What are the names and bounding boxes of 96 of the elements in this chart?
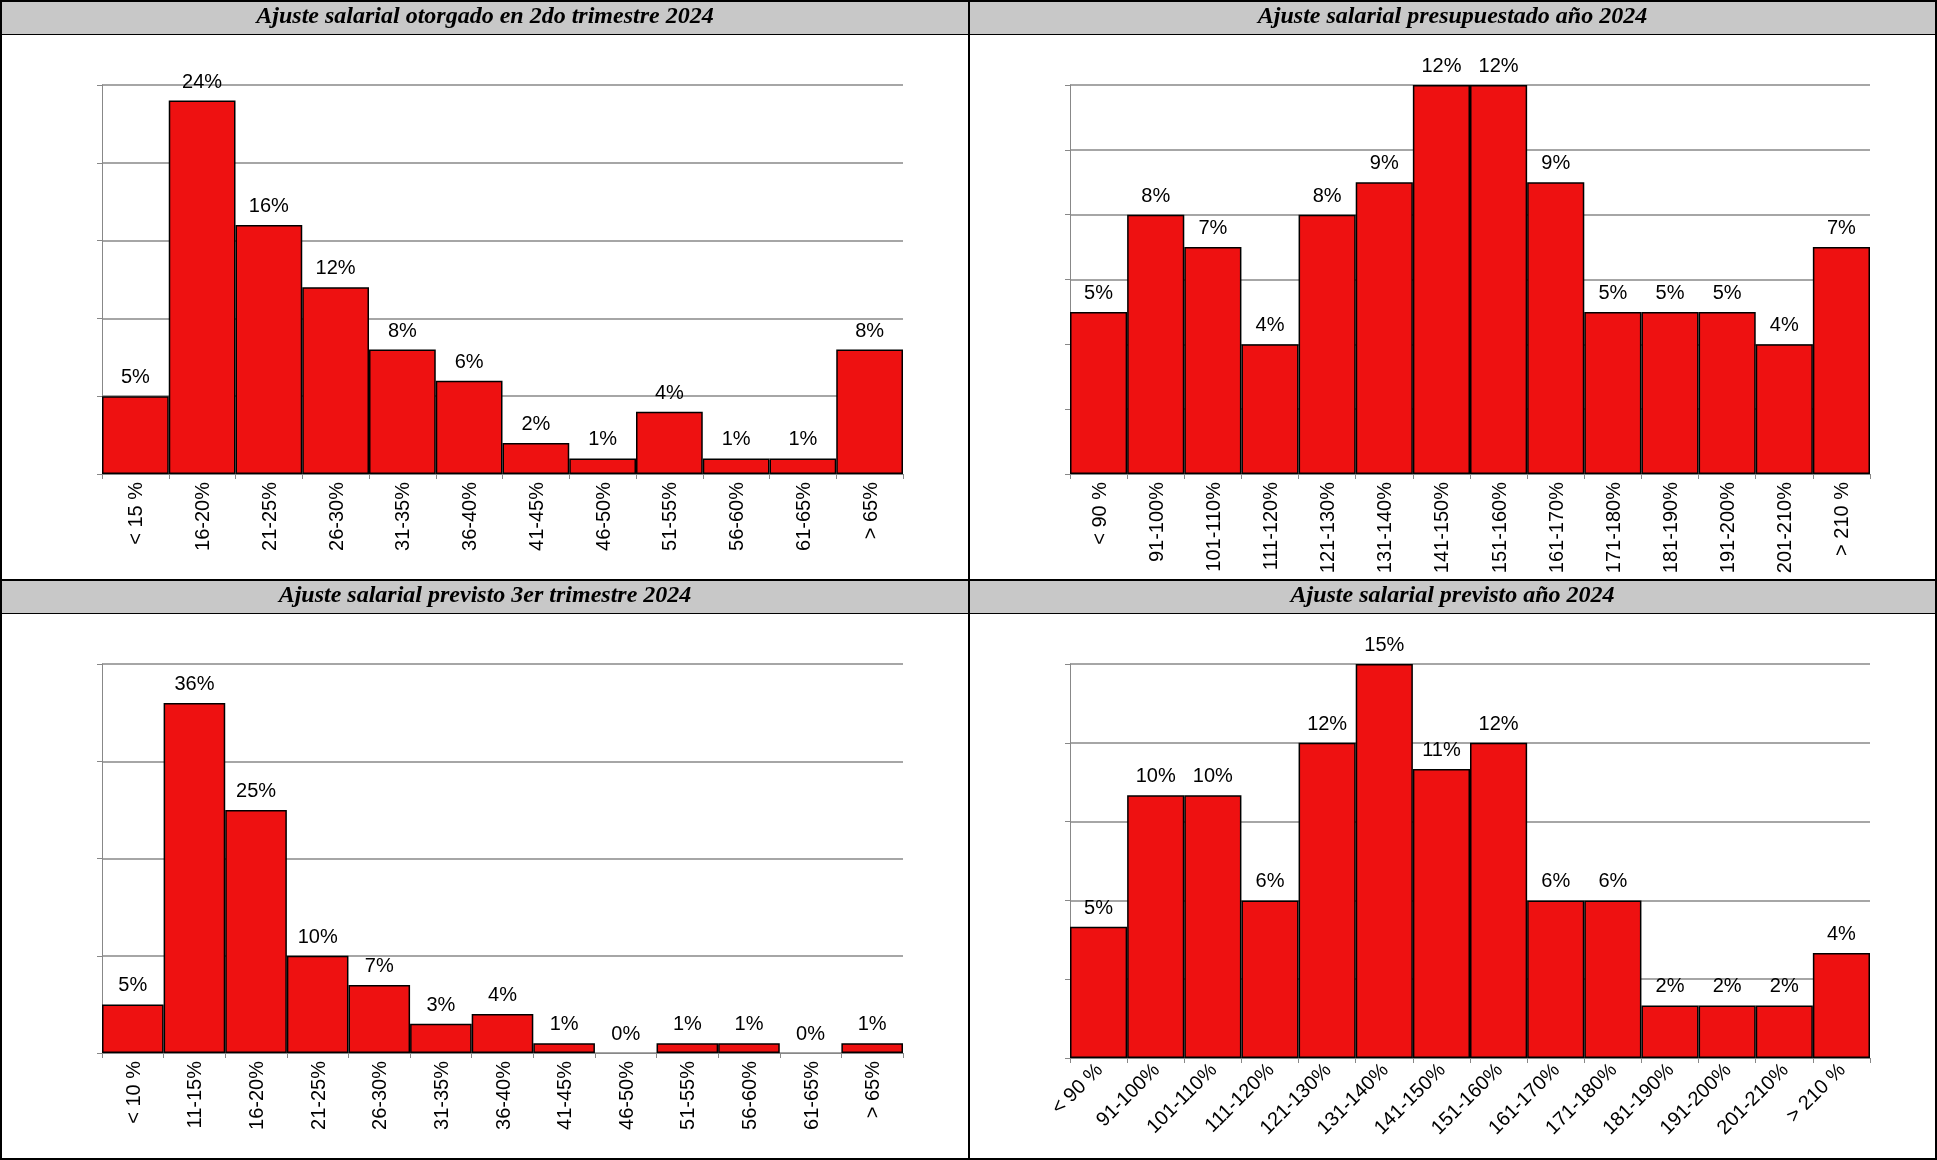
data-label: 5% bbox=[1598, 280, 1628, 303]
data-label: 5% bbox=[1712, 280, 1742, 303]
data-label: 7% bbox=[1826, 216, 1857, 239]
x-tick-label: < 10 % bbox=[121, 1060, 144, 1124]
data-label: 1% bbox=[788, 427, 818, 450]
chart-title: Ajuste salarial previsto año 2024 bbox=[970, 581, 1935, 614]
x-tick-label: 11-15% bbox=[183, 1060, 206, 1129]
data-label: 10% bbox=[1192, 764, 1234, 787]
data-label: 6% bbox=[1255, 869, 1285, 892]
x-tick-label: > 65% bbox=[861, 1060, 884, 1119]
data-label: 36% bbox=[174, 671, 215, 694]
data-label: 2% bbox=[521, 411, 551, 434]
data-label: 12% bbox=[1478, 711, 1519, 734]
data-label: 4% bbox=[488, 983, 518, 1006]
data-label: 1% bbox=[672, 1012, 703, 1035]
x-tick-label: 36-40% bbox=[491, 1060, 514, 1130]
data-label: 12% bbox=[1307, 711, 1348, 734]
x-tick-label: 36-40% bbox=[458, 481, 481, 551]
data-label: 5% bbox=[1084, 895, 1114, 918]
data-label: 10% bbox=[297, 924, 338, 947]
data-label: 2% bbox=[1655, 974, 1685, 997]
x-tick-label: 16-20% bbox=[245, 1060, 268, 1130]
data-label: 2% bbox=[1712, 974, 1742, 997]
x-tick-label: 26-30% bbox=[324, 481, 347, 551]
x-tick-label: 181-190% bbox=[1659, 481, 1681, 574]
x-tick-label: 161-170% bbox=[1544, 481, 1567, 574]
data-label: 2% bbox=[1769, 974, 1799, 997]
data-label: 8% bbox=[855, 318, 885, 341]
data-label: 1% bbox=[734, 1012, 764, 1035]
data-label: 5% bbox=[1084, 280, 1114, 303]
data-label: 1% bbox=[857, 1012, 887, 1035]
x-tick-label: 31-35% bbox=[391, 481, 414, 551]
data-label: 8% bbox=[387, 318, 418, 341]
data-label: 25% bbox=[236, 778, 277, 801]
data-label: 4% bbox=[1769, 313, 1799, 336]
data-label: 6% bbox=[454, 349, 484, 372]
x-tick-label: 56-60% bbox=[725, 481, 748, 551]
x-tick-label: 26-30% bbox=[368, 1060, 391, 1130]
x-tick-label: > 65% bbox=[858, 481, 881, 540]
data-label: 4% bbox=[1255, 313, 1285, 336]
data-label: 16% bbox=[248, 194, 290, 217]
x-tick-label: 101-110% bbox=[1201, 481, 1224, 572]
data-label: 12% bbox=[315, 256, 356, 279]
x-tick-label: 16-20% bbox=[191, 481, 214, 551]
x-tick-label: 51-55% bbox=[658, 481, 681, 551]
data-label: 5% bbox=[118, 973, 148, 996]
x-tick-label: 111-120% bbox=[1259, 481, 1281, 571]
data-label: 9% bbox=[1369, 151, 1399, 174]
x-tick-label: 41-45% bbox=[553, 1060, 576, 1130]
data-label: 1% bbox=[588, 427, 618, 450]
data-label: 24% bbox=[182, 69, 223, 92]
x-tick-label: 61-65% bbox=[791, 481, 814, 551]
x-tick-label: 46-50% bbox=[591, 481, 614, 551]
x-tick-label: < 15 % bbox=[124, 481, 147, 545]
x-tick-label: 21-25% bbox=[306, 1060, 329, 1130]
data-label: 15% bbox=[1364, 633, 1405, 655]
data-label: 7% bbox=[1198, 216, 1228, 239]
data-label: 1% bbox=[549, 1012, 579, 1035]
data-label: 7% bbox=[364, 953, 394, 976]
x-tick-label: 141-150% bbox=[1430, 481, 1453, 574]
data-label: 4% bbox=[654, 380, 685, 403]
chart-title: Ajuste salarial previsto 3er trimestre 2024 bbox=[2, 581, 968, 614]
data-label: 8% bbox=[1312, 183, 1342, 206]
x-tick-label: 171-180% bbox=[1601, 481, 1624, 574]
x-tick-label: 41-45% bbox=[524, 481, 547, 551]
data-label: 5% bbox=[120, 365, 151, 388]
x-tick-label: 121-130% bbox=[1316, 481, 1339, 574]
data-label: 5% bbox=[1655, 280, 1685, 303]
data-label: 10% bbox=[1135, 764, 1176, 787]
data-label: 6% bbox=[1541, 869, 1571, 892]
data-label: 0% bbox=[796, 1022, 826, 1044]
chart-title: Ajuste salarial otorgado en 2do trimestre 2024 bbox=[2, 2, 968, 35]
x-tick-label: < 90 % bbox=[1087, 481, 1110, 545]
x-tick-label: > 210 % bbox=[1830, 481, 1853, 556]
x-tick-label: 56-60% bbox=[737, 1060, 760, 1130]
data-label: 4% bbox=[1826, 921, 1857, 944]
data-label: 0% bbox=[611, 1022, 641, 1044]
x-tick-label: 31-35% bbox=[429, 1060, 452, 1130]
data-label: 12% bbox=[1478, 54, 1519, 76]
data-label: 9% bbox=[1541, 151, 1571, 174]
chart-title: Ajuste salarial presupuestado año 2024 bbox=[970, 2, 1935, 35]
data-label: 12% bbox=[1421, 54, 1462, 76]
data-label: 1% bbox=[721, 427, 751, 450]
x-tick-label: 91-100% bbox=[1144, 481, 1167, 563]
x-tick-label: 21-25% bbox=[257, 481, 280, 551]
x-tick-label: 131-140% bbox=[1373, 481, 1396, 574]
data-label: 6% bbox=[1598, 869, 1628, 892]
x-tick-label: 61-65% bbox=[799, 1060, 822, 1130]
data-label: 11% bbox=[1422, 738, 1461, 761]
data-label: 8% bbox=[1141, 183, 1171, 206]
x-tick-label: 51-55% bbox=[676, 1060, 699, 1130]
x-tick-label: 191-200% bbox=[1716, 481, 1739, 574]
data-label: 3% bbox=[426, 992, 456, 1015]
x-tick-label: 151-160% bbox=[1487, 481, 1510, 574]
x-tick-label: 46-50% bbox=[614, 1060, 637, 1130]
x-tick-label: 201-210% bbox=[1773, 481, 1796, 574]
